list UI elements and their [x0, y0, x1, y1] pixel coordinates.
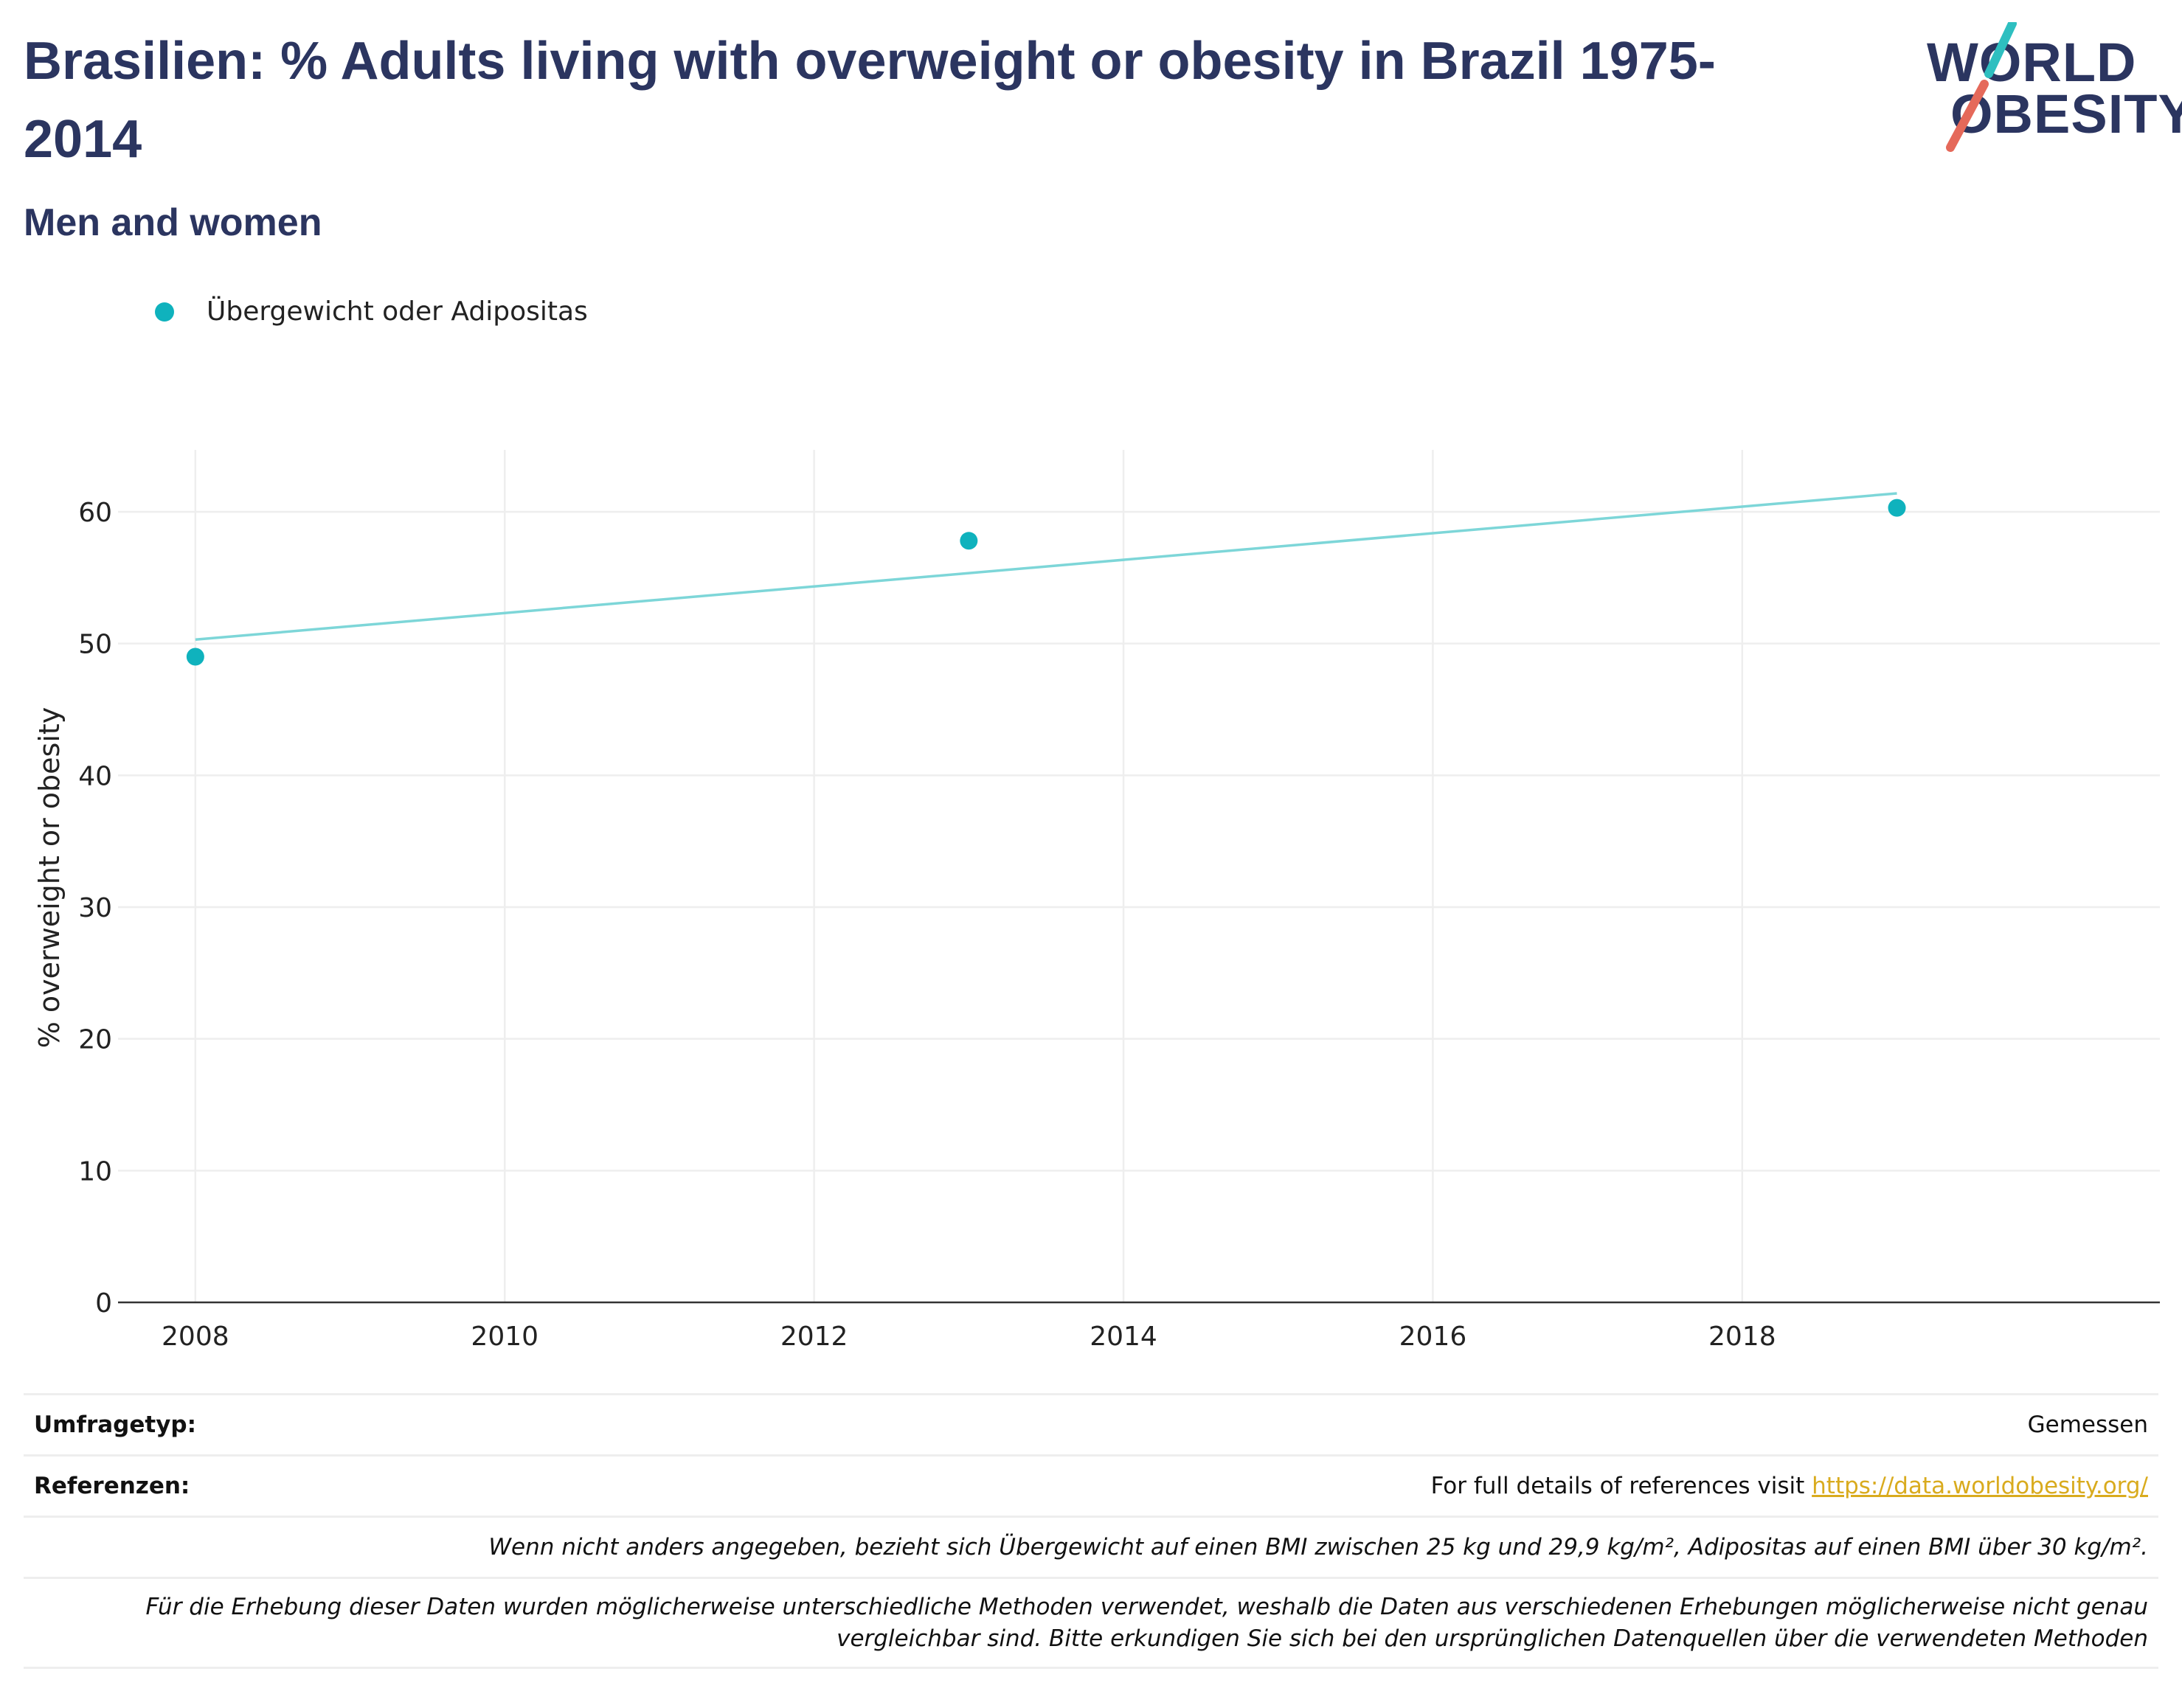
methods-note-row: Für die Erhebung dieser Daten wurden mög… [24, 1577, 2158, 1669]
world-obesity-logo: WORLD OBESITY [1925, 22, 2182, 155]
legend-label: Übergewicht oder Adipositas [207, 296, 588, 327]
bmi-note: Wenn nicht anders angegeben, bezieht sic… [488, 1533, 2148, 1561]
survey-type-value: Gemessen [2027, 1412, 2148, 1438]
x-tick-label: 2014 [1090, 1322, 1157, 1352]
y-tick-label: 10 [78, 1156, 112, 1187]
logo-text-obesity: OBESITY [1950, 83, 2182, 145]
y-tick-label: 30 [78, 893, 112, 923]
references-label: Referenzen: [34, 1473, 190, 1499]
data-point [960, 532, 978, 550]
logo-text-world: WORLD [1927, 32, 2137, 93]
chart-footer: Umfragetyp: Gemessen Referenzen: For ful… [24, 1393, 2158, 1669]
references-text: For full details of references visit [1430, 1473, 1812, 1499]
x-tick-label: 2018 [1708, 1322, 1776, 1352]
y-tick-label: 20 [78, 1025, 112, 1055]
trend-layer [195, 492, 1897, 642]
chart-subtitle: Men and women [24, 201, 322, 244]
y-tick-label: 40 [78, 761, 112, 791]
y-tick-label: 50 [78, 630, 112, 660]
survey-type-label: Umfragetyp: [34, 1412, 196, 1438]
axes: 0 10 20 30 40 50 60 2008 2010 2012 2014 2016 2018 [78, 498, 2160, 1352]
y-axis-title: % overweight or obesity [33, 707, 66, 1049]
logo-slash-icon [1946, 22, 2017, 152]
references-link[interactable]: https://data.worldobesity.org/ [1812, 1473, 2148, 1499]
x-tick-label: 2010 [471, 1322, 538, 1352]
scatter-chart: 0 10 20 30 40 50 60 2008 2010 2012 2014 2016 2018 % … [33, 450, 2160, 1352]
bmi-note-row: Wenn nicht anders angegeben, bezieht sic… [24, 1516, 2158, 1577]
legend-marker-icon [155, 302, 174, 322]
references-value: For full details of references visit htt… [1431, 1473, 2148, 1499]
survey-type-row: Umfragetyp: Gemessen [24, 1393, 2158, 1454]
chart-title: Brasilien: % Adults living with overweig… [24, 32, 1716, 169]
x-tick-label: 2008 [162, 1322, 229, 1352]
y-tick-label: 0 [95, 1288, 112, 1319]
methods-note: Für die Erhebung dieser Daten wurden mög… [145, 1593, 2148, 1652]
x-tick-label: 2012 [780, 1322, 848, 1352]
data-points [186, 499, 1906, 666]
chart-legend[interactable]: Übergewicht oder Adipositas [155, 296, 588, 327]
y-tick-label: 60 [78, 498, 112, 528]
data-point [1888, 499, 1906, 517]
x-tick-label: 2016 [1399, 1322, 1467, 1352]
references-row: Referenzen: For full details of referenc… [24, 1454, 2158, 1516]
grid-lines [118, 450, 2160, 1302]
data-point [186, 648, 204, 666]
trend-line [195, 492, 1897, 642]
